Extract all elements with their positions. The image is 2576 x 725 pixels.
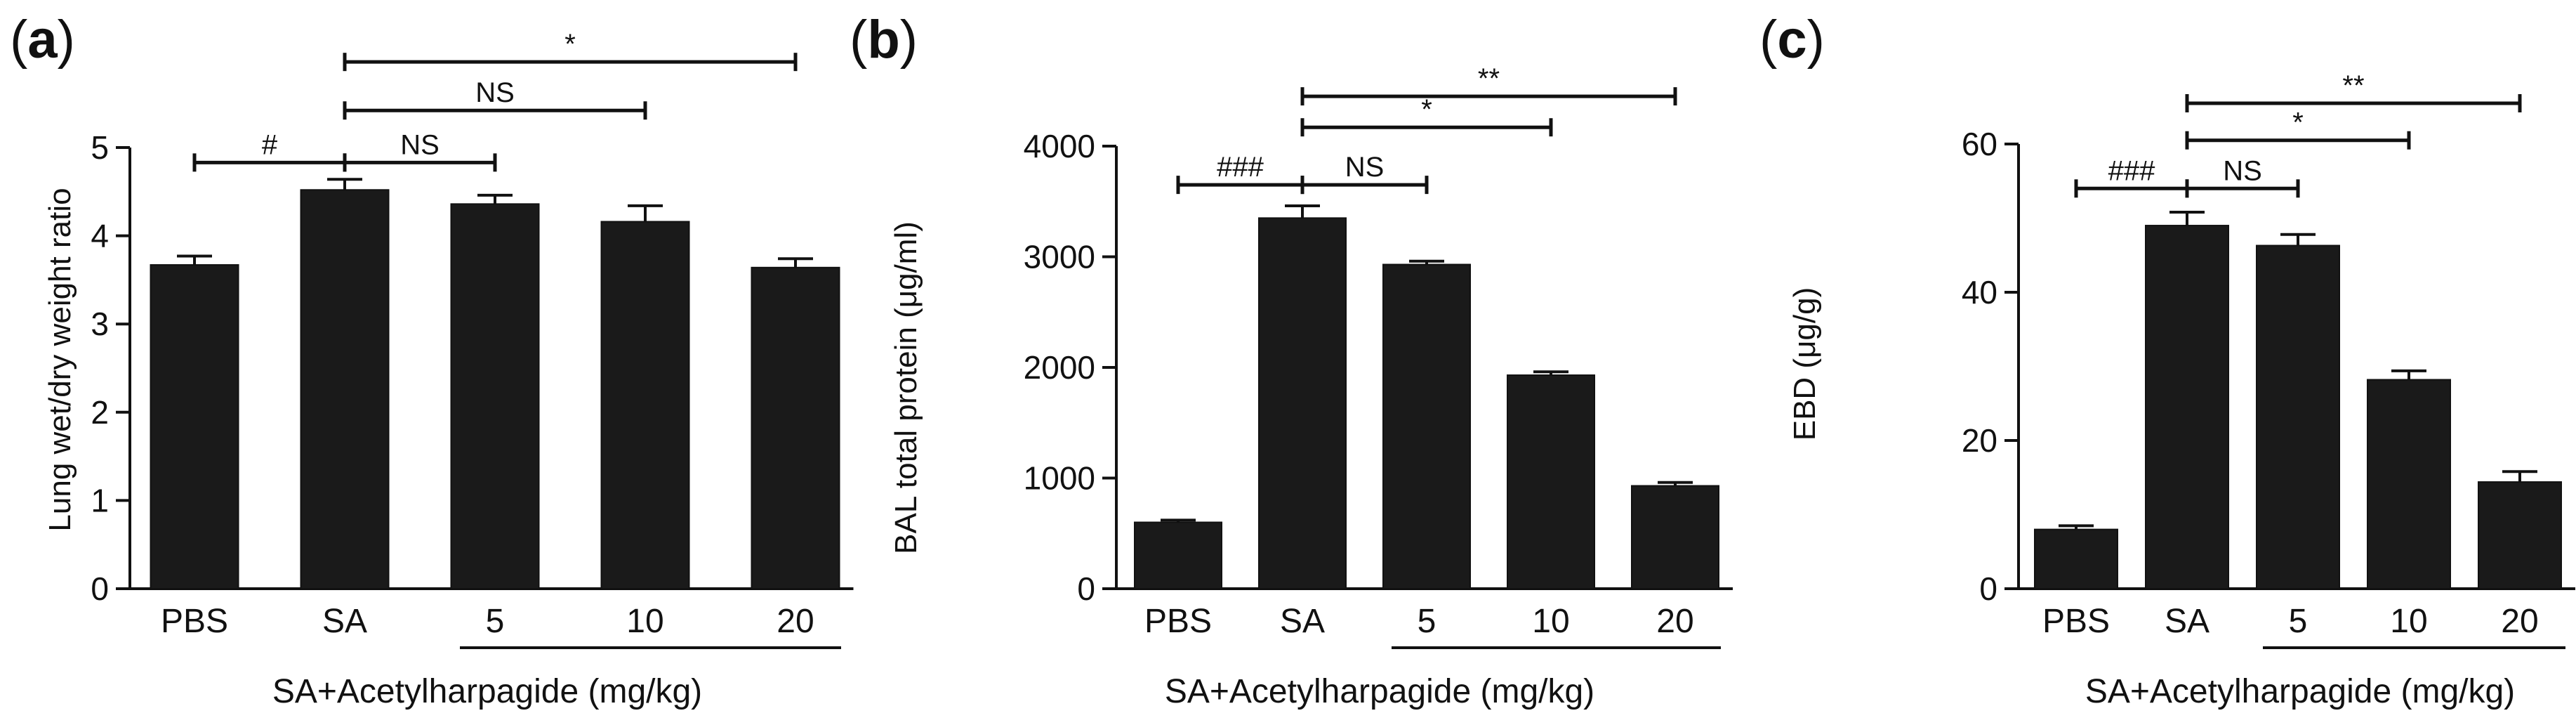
significance-label: NS xyxy=(2223,155,2262,186)
bar xyxy=(450,203,540,590)
significance-label: * xyxy=(2292,107,2304,138)
x-tick-label: PBS xyxy=(1144,603,1212,640)
y-axis-label: Lung wet/dry weight ratio xyxy=(43,188,77,531)
bar xyxy=(751,266,840,589)
y-axis-label: BAL total protein (μg/ml) xyxy=(889,221,923,554)
bar xyxy=(1631,485,1719,590)
x-tick-label: SA xyxy=(322,603,367,640)
y-tick-label: 0 xyxy=(1979,570,1997,607)
bar xyxy=(300,189,390,589)
group-label: SA+Acetylharpagide (mg/kg) xyxy=(272,673,702,710)
y-tick-label: 3 xyxy=(91,306,109,342)
y-tick-label: 3000 xyxy=(1024,239,1095,275)
chart-panel-a: (a) Lung wet/dry weight ratio SA+Acetylh… xyxy=(10,10,854,710)
significance-label: ### xyxy=(1217,152,1264,183)
x-tick-label: SA xyxy=(2165,603,2210,640)
x-tick-label: 10 xyxy=(626,603,663,640)
significance-label: * xyxy=(564,29,576,60)
x-tick-label: SA xyxy=(1280,603,1325,640)
x-tick-label: 10 xyxy=(2390,603,2427,640)
panel-label-b: (b) xyxy=(850,10,918,70)
significance-label: ** xyxy=(1478,63,1500,94)
x-tick-label: 10 xyxy=(1532,603,1569,640)
y-tick-label: 1000 xyxy=(1024,460,1095,497)
bar xyxy=(1507,374,1595,590)
significance-label: NS xyxy=(475,77,515,108)
x-tick-label: PBS xyxy=(2042,603,2110,640)
bar xyxy=(2256,244,2340,589)
chart-panel-c: (c) EBD (μg/g) SA+Acetylharpagide (mg/kg… xyxy=(1759,10,2575,710)
significance-label: NS xyxy=(1345,152,1385,183)
bar xyxy=(1382,263,1471,589)
chart-panel-b: (b) BAL total protein (μg/ml) SA+Acetylh… xyxy=(850,10,1733,710)
x-tick-label: 20 xyxy=(777,603,814,640)
x-tick-label: 5 xyxy=(2289,603,2308,640)
x-tick-label: PBS xyxy=(161,603,228,640)
x-tick-label: 5 xyxy=(1418,603,1436,640)
y-tick-label: 40 xyxy=(1962,274,1997,311)
significance-label: # xyxy=(262,129,278,160)
y-tick-label: 2000 xyxy=(1024,349,1095,386)
y-tick-label: 0 xyxy=(1077,570,1095,607)
bar xyxy=(2034,528,2118,589)
significance-label: * xyxy=(1421,94,1432,125)
bar xyxy=(2367,379,2451,589)
significance-label: NS xyxy=(400,129,440,160)
significance-label: ** xyxy=(2342,70,2364,101)
y-tick-label: 60 xyxy=(1962,126,1997,162)
y-tick-label: 20 xyxy=(1962,422,1997,459)
y-tick-label: 4000 xyxy=(1024,128,1095,164)
bar xyxy=(2145,225,2229,589)
y-tick-label: 0 xyxy=(91,570,109,607)
bar xyxy=(1134,521,1222,589)
bar xyxy=(2478,481,2562,590)
panel-label-a: (a) xyxy=(10,10,75,70)
bar xyxy=(1258,217,1347,589)
y-tick-label: 1 xyxy=(91,482,109,518)
y-axis-label: EBD (μg/g) xyxy=(1788,287,1822,441)
y-tick-label: 5 xyxy=(91,129,109,166)
y-tick-label: 4 xyxy=(91,218,109,254)
bar xyxy=(600,221,690,589)
x-tick-label: 5 xyxy=(486,603,505,640)
significance-label: ### xyxy=(2108,155,2155,186)
group-label: SA+Acetylharpagide (mg/kg) xyxy=(1165,673,1594,710)
bar xyxy=(150,264,239,589)
panel-label-c: (c) xyxy=(1759,10,1825,70)
x-tick-label: 20 xyxy=(2501,603,2538,640)
group-label: SA+Acetylharpagide (mg/kg) xyxy=(2085,673,2515,710)
y-tick-label: 2 xyxy=(91,394,109,431)
x-tick-label: 20 xyxy=(1656,603,1693,640)
